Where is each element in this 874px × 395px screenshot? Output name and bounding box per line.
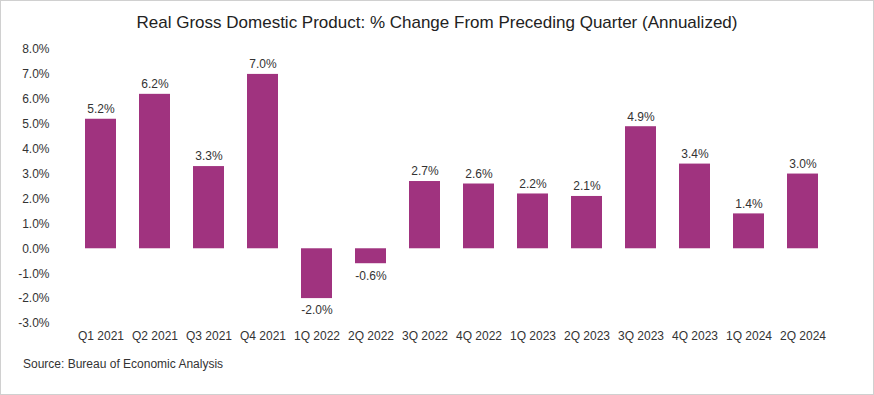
svg-text:3Q 2022: 3Q 2022 [402,329,448,343]
svg-text:-2.0%: -2.0% [18,291,50,305]
svg-text:2.6%: 2.6% [465,167,493,181]
svg-text:4.0%: 4.0% [22,142,50,156]
svg-text:5.0%: 5.0% [22,117,50,131]
svg-text:3.3%: 3.3% [195,149,223,163]
svg-text:3.4%: 3.4% [681,147,709,161]
svg-text:6.0%: 6.0% [22,92,50,106]
svg-text:-2.0%: -2.0% [301,303,333,317]
svg-text:1Q 2023: 1Q 2023 [510,329,556,343]
svg-text:-0.6%: -0.6% [355,269,387,283]
svg-text:3.0%: 3.0% [22,167,50,181]
svg-text:2Q 2024: 2Q 2024 [780,329,826,343]
svg-text:4.9%: 4.9% [627,110,655,124]
svg-text:Q1 2021: Q1 2021 [78,329,124,343]
svg-text:Q2 2021: Q2 2021 [132,329,178,343]
svg-text:4Q 2022: 4Q 2022 [456,329,502,343]
svg-text:7.0%: 7.0% [249,57,277,71]
svg-text:1Q 2022: 1Q 2022 [294,329,340,343]
html-text:Source: Bureau of Economic Ana: Source: Bureau of Economic Analysis [23,357,224,371]
svg-text:2Q 2023: 2Q 2023 [564,329,610,343]
svg-text:2.2%: 2.2% [519,177,547,191]
svg-text:2.1%: 2.1% [573,179,601,193]
svg-text:Q4 2021: Q4 2021 [240,329,286,343]
svg-text:-1.0%: -1.0% [18,267,50,281]
svg-text:6.2%: 6.2% [141,77,169,91]
svg-text:3Q 2023: 3Q 2023 [618,329,664,343]
svg-text:3.0%: 3.0% [789,157,817,171]
svg-text:1.4%: 1.4% [735,197,763,211]
svg-text:-3.0%: -3.0% [18,316,50,330]
svg-text:2.7%: 2.7% [411,164,439,178]
svg-text:2Q 2022: 2Q 2022 [348,329,394,343]
svg-text:1Q 2024: 1Q 2024 [726,329,772,343]
svg-text:1.0%: 1.0% [22,217,50,231]
svg-text:5.2%: 5.2% [87,102,115,116]
svg-text:7.0%: 7.0% [22,67,50,81]
svg-text:0.0%: 0.0% [22,242,50,256]
svg-text:8.0%: 8.0% [22,42,50,56]
svg-text:4Q 2023: 4Q 2023 [672,329,718,343]
svg-text:2.0%: 2.0% [22,192,50,206]
svg-text:Q3 2021: Q3 2021 [186,329,232,343]
html-text:Real Gross Domestic Product: %: Real Gross Domestic Product: % Change Fr… [136,13,738,32]
